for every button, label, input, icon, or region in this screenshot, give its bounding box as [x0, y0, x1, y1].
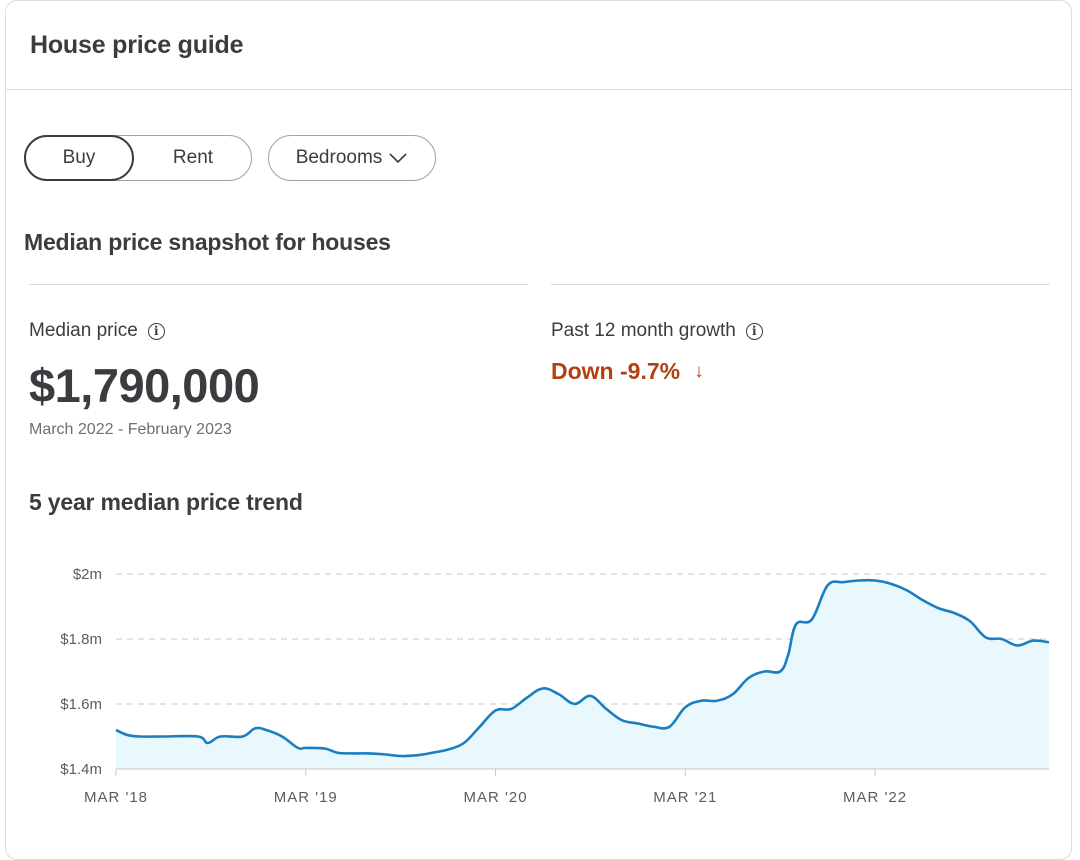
- buy-option[interactable]: Buy: [24, 135, 134, 181]
- growth-label-row: Past 12 month growth i: [551, 320, 763, 342]
- snapshot-title: Median price snapshot for houses: [24, 229, 391, 255]
- median-date-range: March 2022 - February 2023: [29, 421, 232, 438]
- median-price-label: Median price: [29, 320, 138, 341]
- area-fill: [116, 580, 1049, 769]
- median-price-label-row: Median price i: [29, 320, 165, 342]
- y-tick-label: $1.8m: [60, 631, 102, 648]
- card-header: House price guide: [6, 1, 1071, 90]
- growth-label: Past 12 month growth: [551, 320, 736, 341]
- growth-value-row: Down -9.7% ↓: [551, 358, 704, 385]
- x-tick-label: MAR '20: [463, 789, 527, 806]
- buy-rent-toggle: Buy Rent: [24, 135, 252, 181]
- x-tick-label: MAR '21: [653, 789, 717, 806]
- x-tick-label: MAR '18: [84, 789, 148, 806]
- rent-option[interactable]: Rent: [172, 147, 214, 168]
- x-tick-label: MAR '22: [843, 789, 907, 806]
- y-tick-label: $1.6m: [60, 696, 102, 713]
- snapshot-divider-right: [551, 284, 1050, 285]
- chevron-down-icon: [389, 153, 407, 164]
- x-tick-label: MAR '19: [274, 789, 338, 806]
- info-icon[interactable]: i: [745, 322, 763, 340]
- info-icon[interactable]: i: [147, 322, 165, 340]
- y-tick-label: $2m: [73, 566, 102, 583]
- arrow-down-icon: ↓: [694, 360, 704, 382]
- bedrooms-dropdown[interactable]: Bedrooms: [268, 135, 436, 181]
- y-tick-label: $1.4m: [60, 761, 102, 778]
- growth-value: Down -9.7%: [551, 358, 681, 384]
- card-title: House price guide: [30, 31, 244, 59]
- median-price-value: $1,790,000: [29, 359, 260, 412]
- snapshot-divider-left: [29, 284, 528, 285]
- bedrooms-label: Bedrooms: [295, 147, 383, 168]
- trend-title: 5 year median price trend: [29, 489, 303, 515]
- price-line: [115, 578, 1050, 758]
